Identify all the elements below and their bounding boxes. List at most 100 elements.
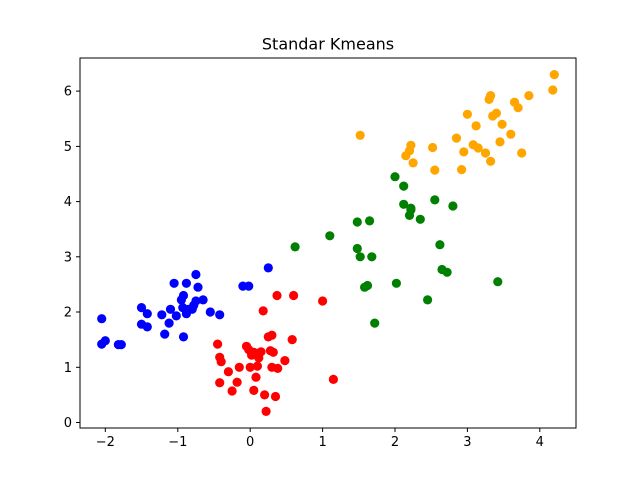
data-point-series-1-7 xyxy=(234,362,244,372)
data-point-series-0-17 xyxy=(178,290,189,301)
data-point-series-2-16 xyxy=(406,203,416,213)
points-layer xyxy=(97,70,559,416)
data-point-series-2-17 xyxy=(415,214,425,224)
ticks-layer: −2 −1 0 1 2 3 4 0 1 2 3 4 5 6 xyxy=(64,85,544,450)
data-point-series-2-10 xyxy=(390,172,400,182)
x-tick-label-6: 4 xyxy=(536,435,544,450)
data-point-series-0-24 xyxy=(191,296,201,306)
data-point-series-1-25 xyxy=(270,391,281,402)
data-point-series-3-7 xyxy=(451,133,462,143)
data-point-series-3-5 xyxy=(428,142,438,153)
data-point-series-1-22 xyxy=(267,330,277,340)
data-point-series-0-9 xyxy=(157,310,167,320)
data-point-series-1-26 xyxy=(272,290,282,301)
data-point-series-0-8 xyxy=(142,322,152,332)
y-tick-label-3: 3 xyxy=(64,250,72,265)
data-point-series-1-5 xyxy=(227,386,237,396)
data-point-series-2-2 xyxy=(352,217,362,227)
x-tick-label-2: 0 xyxy=(246,435,254,450)
data-point-series-3-12 xyxy=(471,121,481,131)
y-tick-label-5: 5 xyxy=(64,140,72,155)
data-point-series-3-24 xyxy=(517,148,527,158)
data-point-series-3-3 xyxy=(406,140,416,150)
data-point-series-3-13 xyxy=(473,143,483,153)
data-point-series-2-3 xyxy=(352,243,362,254)
x-tick-label-0: −2 xyxy=(96,435,115,450)
plot-frame xyxy=(79,57,577,429)
data-point-series-0-12 xyxy=(165,304,176,314)
data-point-series-2-13 xyxy=(399,199,409,209)
data-point-series-1-24 xyxy=(268,347,278,357)
data-point-series-1-30 xyxy=(289,290,299,301)
data-point-series-1-28 xyxy=(280,356,290,366)
data-point-series-0-25 xyxy=(191,269,201,280)
x-tick-label-4: 2 xyxy=(391,435,399,450)
data-point-series-1-33 xyxy=(249,385,259,395)
data-point-series-0-31 xyxy=(244,281,254,291)
data-point-series-0-32 xyxy=(263,263,273,273)
data-point-series-0-28 xyxy=(205,307,215,317)
data-point-series-0-10 xyxy=(160,329,170,339)
data-point-series-1-31 xyxy=(318,296,328,306)
data-point-series-3-6 xyxy=(430,165,440,175)
data-point-series-2-12 xyxy=(399,181,409,191)
data-point-series-2-11 xyxy=(391,278,401,288)
data-point-series-1-6 xyxy=(232,377,242,387)
data-point-series-2-22 xyxy=(442,267,452,277)
data-point-series-0-27 xyxy=(198,295,208,305)
data-point-series-3-14 xyxy=(480,148,491,158)
data-point-series-3-21 xyxy=(506,129,516,139)
data-point-series-1-16 xyxy=(256,347,266,357)
data-point-series-3-0 xyxy=(355,130,365,140)
data-point-series-1-17 xyxy=(258,306,268,316)
data-point-series-1-2 xyxy=(216,357,226,367)
data-point-series-2-18 xyxy=(423,295,433,305)
data-point-series-3-10 xyxy=(462,109,472,119)
data-point-series-3-16 xyxy=(486,91,496,101)
data-point-series-2-20 xyxy=(435,240,445,250)
data-point-series-0-11 xyxy=(164,318,174,328)
data-point-series-3-19 xyxy=(495,137,505,147)
data-point-series-0-14 xyxy=(171,311,181,321)
data-point-series-0-7 xyxy=(142,309,152,319)
data-point-series-2-0 xyxy=(290,242,300,252)
data-point-series-3-4 xyxy=(408,158,418,168)
data-point-series-3-27 xyxy=(549,70,559,80)
data-point-series-1-14 xyxy=(252,361,262,371)
data-point-series-0-4 xyxy=(116,340,126,350)
x-tick-label-5: 3 xyxy=(463,435,471,450)
x-tick-label-3: 1 xyxy=(318,435,326,450)
data-point-series-0-0 xyxy=(97,314,107,324)
data-point-series-0-29 xyxy=(215,310,225,320)
data-point-series-2-24 xyxy=(493,277,503,287)
data-point-series-0-19 xyxy=(181,278,191,288)
data-point-series-3-9 xyxy=(459,147,469,157)
y-tick-label-6: 6 xyxy=(64,85,72,100)
data-point-series-1-13 xyxy=(251,372,261,382)
data-point-series-3-26 xyxy=(548,85,558,95)
data-point-series-0-18 xyxy=(178,332,189,342)
data-point-series-3-28 xyxy=(486,156,496,166)
data-point-series-1-0 xyxy=(213,339,223,349)
data-point-series-2-23 xyxy=(448,201,458,211)
data-point-series-1-19 xyxy=(261,406,271,416)
data-point-series-2-9 xyxy=(370,318,380,328)
data-point-series-3-25 xyxy=(524,91,534,101)
data-point-series-1-3 xyxy=(215,378,225,388)
data-point-series-2-19 xyxy=(430,195,440,205)
y-tick-label-0: 0 xyxy=(64,416,72,431)
data-point-series-1-10 xyxy=(245,362,255,372)
chart-title: Standar Kmeans xyxy=(262,35,394,54)
data-point-series-1-29 xyxy=(287,335,297,345)
data-point-series-2-4 xyxy=(355,252,365,262)
data-point-series-1-18 xyxy=(260,390,270,400)
data-point-series-1-4 xyxy=(223,367,233,377)
y-tick-label-2: 2 xyxy=(64,306,72,321)
y-tick-label-4: 4 xyxy=(64,195,72,210)
data-point-series-1-32 xyxy=(328,374,338,384)
data-point-series-2-8 xyxy=(367,252,377,262)
y-tick-label-1: 1 xyxy=(64,361,72,376)
